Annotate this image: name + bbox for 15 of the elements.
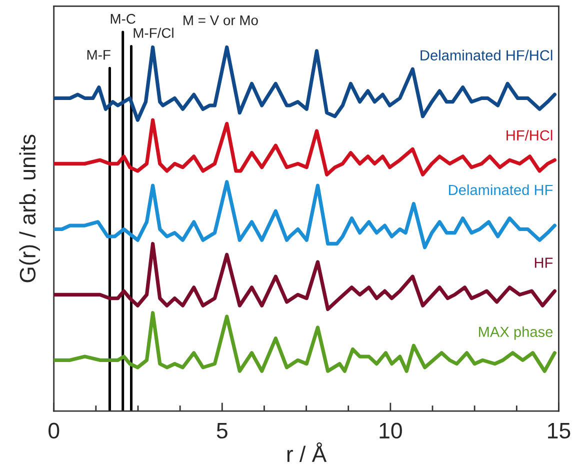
series-label: HF xyxy=(534,258,553,268)
series-label: Delaminated HF xyxy=(449,184,553,196)
series-label: Delaminated HF/HCl xyxy=(420,50,552,60)
ref-line-label: M-C xyxy=(110,14,136,24)
series-label: HF/HCl xyxy=(506,130,552,141)
text: M = V or Mo xyxy=(184,16,258,26)
y-axis-title: G(r) / arb. units xyxy=(19,134,40,282)
x-tick-label: 5 xyxy=(216,423,228,439)
x-tick-label: 15 xyxy=(548,423,570,439)
ref-line-label: M-F/Cl xyxy=(134,28,174,38)
series-label: MAX phase xyxy=(478,326,553,340)
x-axis-title: r / Å xyxy=(287,442,327,462)
x-tick-label: 0 xyxy=(48,422,60,439)
ref-line-label: M-F xyxy=(87,50,110,60)
x-tick-label: 10 xyxy=(380,422,402,439)
